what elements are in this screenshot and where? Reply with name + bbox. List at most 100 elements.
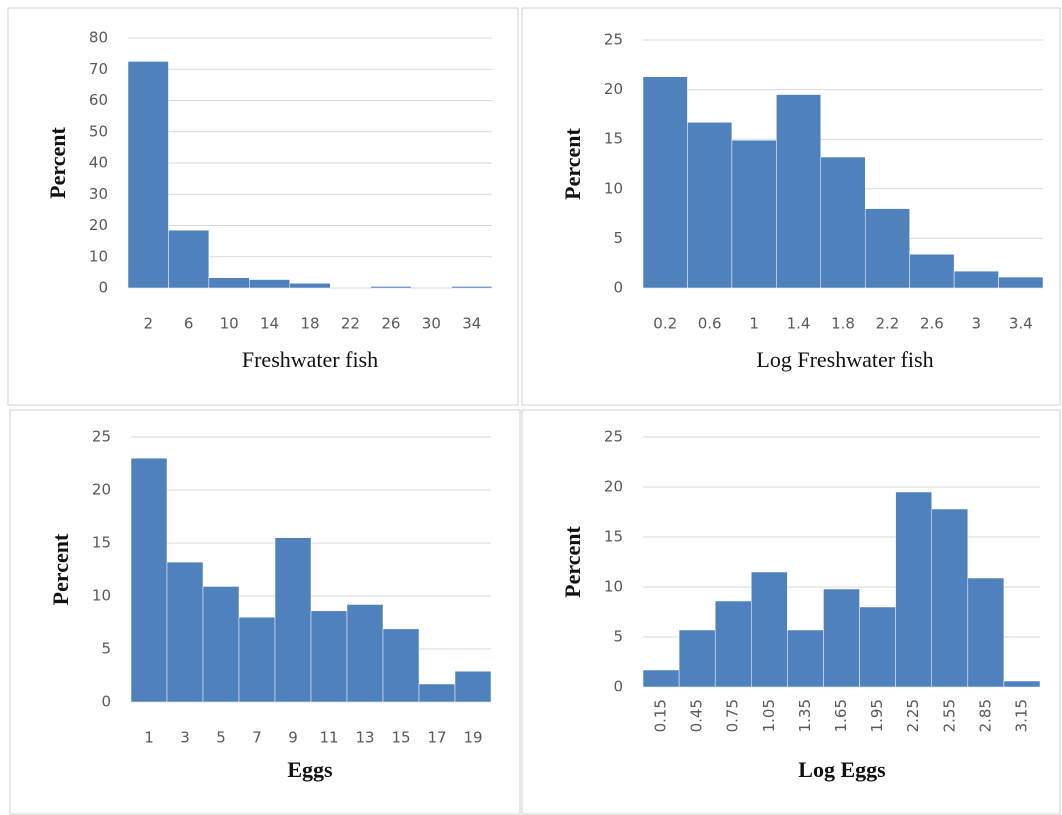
bar: [687, 122, 733, 289]
x-tick-label: 0.75: [724, 699, 742, 732]
y-tick-label: 30: [89, 185, 108, 203]
bar: [731, 139, 777, 289]
x-tick-label: 1: [144, 729, 154, 747]
y-tick-label: 5: [613, 229, 623, 247]
bar: [202, 586, 240, 703]
bar: [166, 561, 204, 703]
y-tick-label: 20: [92, 481, 111, 499]
x-tick-label: 19: [463, 729, 482, 747]
bar: [931, 508, 969, 688]
x-tick-label: 3: [180, 729, 190, 747]
bar: [678, 629, 716, 688]
x-axis-title: Freshwater fish: [242, 347, 378, 372]
x-tick-label: 34: [462, 315, 481, 333]
x-tick-label: 2.6: [920, 315, 944, 333]
x-tick-label: 2.55: [940, 699, 958, 732]
bar: [714, 600, 752, 688]
y-tick-label: 0: [613, 279, 623, 297]
y-tick-label: 0: [98, 279, 108, 297]
y-tick-label: 0: [613, 678, 623, 696]
x-tick-label: 1.95: [868, 699, 886, 732]
x-tick-label: 2.85: [976, 699, 994, 732]
x-tick-label: 0.45: [688, 699, 706, 732]
y-tick-label: 15: [92, 534, 111, 552]
bar: [418, 683, 456, 703]
bar: [454, 671, 492, 703]
y-tick-label: 10: [92, 587, 111, 605]
x-tick-label: 10: [220, 315, 239, 333]
x-tick-label: 1.8: [831, 315, 855, 333]
x-tick-label: 13: [355, 729, 374, 747]
y-tick-label: 15: [604, 528, 623, 546]
x-axis-title: Log Eggs: [798, 757, 886, 782]
y-tick-label: 10: [604, 578, 623, 596]
y-tick-label: 0: [101, 693, 111, 711]
x-tick-label: 3.4: [1009, 315, 1033, 333]
y-tick-label: 60: [89, 91, 108, 109]
x-tick-label: 22: [341, 315, 360, 333]
bar: [820, 156, 866, 289]
y-tick-label: 10: [89, 247, 108, 265]
x-tick-label: 0.6: [698, 315, 722, 333]
x-tick-label: 3.15: [1012, 699, 1030, 732]
y-tick-label: 25: [92, 428, 111, 446]
bar: [208, 277, 250, 289]
y-tick-label: 70: [89, 60, 108, 78]
y-tick-label: 10: [604, 179, 623, 197]
y-tick-label: 5: [101, 640, 111, 658]
bar: [642, 76, 688, 289]
x-tick-label: 2.25: [904, 699, 922, 732]
y-tick-label: 25: [604, 428, 623, 446]
bar: [895, 491, 932, 688]
bar: [859, 606, 896, 688]
x-tick-label: 11: [319, 729, 338, 747]
bar: [370, 286, 412, 289]
bar: [289, 283, 331, 289]
x-tick-label: 18: [300, 315, 319, 333]
y-tick-label: 15: [604, 130, 623, 148]
bar: [967, 577, 1005, 688]
y-axis-title: Percent: [560, 526, 585, 598]
x-tick-label: 6: [184, 315, 194, 333]
y-tick-label: 25: [604, 31, 623, 49]
bar: [953, 270, 999, 289]
bar: [909, 254, 955, 289]
y-tick-label: 80: [89, 29, 108, 47]
bar: [1003, 680, 1041, 688]
x-tick-label: 15: [391, 729, 410, 747]
y-tick-label: 5: [613, 628, 623, 646]
x-axis-title: Eggs: [287, 757, 333, 782]
x-tick-label: 3: [972, 315, 982, 333]
bar: [864, 208, 910, 289]
y-tick-label: 20: [604, 478, 623, 496]
x-tick-label: 17: [427, 729, 446, 747]
bar: [249, 279, 291, 289]
x-tick-label: 1.65: [832, 699, 850, 732]
panel-border: [9, 409, 521, 815]
x-tick-label: 1.05: [760, 699, 778, 732]
y-tick-label: 50: [89, 122, 108, 140]
x-tick-label: 2.2: [876, 315, 900, 333]
panel-border: [7, 7, 519, 406]
bar: [776, 94, 822, 289]
y-axis-title: Percent: [560, 128, 585, 200]
bar: [382, 628, 420, 703]
x-tick-label: 1.4: [787, 315, 811, 333]
bar: [787, 629, 824, 688]
bar: [130, 457, 168, 703]
x-tick-label: 26: [381, 315, 400, 333]
x-tick-label: 7: [252, 729, 262, 747]
bar: [238, 616, 276, 703]
x-tick-label: 30: [422, 315, 441, 333]
bar: [127, 61, 169, 289]
y-tick-label: 20: [604, 80, 623, 98]
bar: [168, 229, 210, 289]
bar: [823, 588, 860, 688]
bar: [642, 669, 680, 688]
x-tick-label: 0.15: [652, 699, 670, 732]
bar: [310, 610, 348, 703]
y-tick-label: 20: [89, 216, 108, 234]
x-tick-label: 9: [288, 729, 298, 747]
bar: [451, 286, 493, 289]
